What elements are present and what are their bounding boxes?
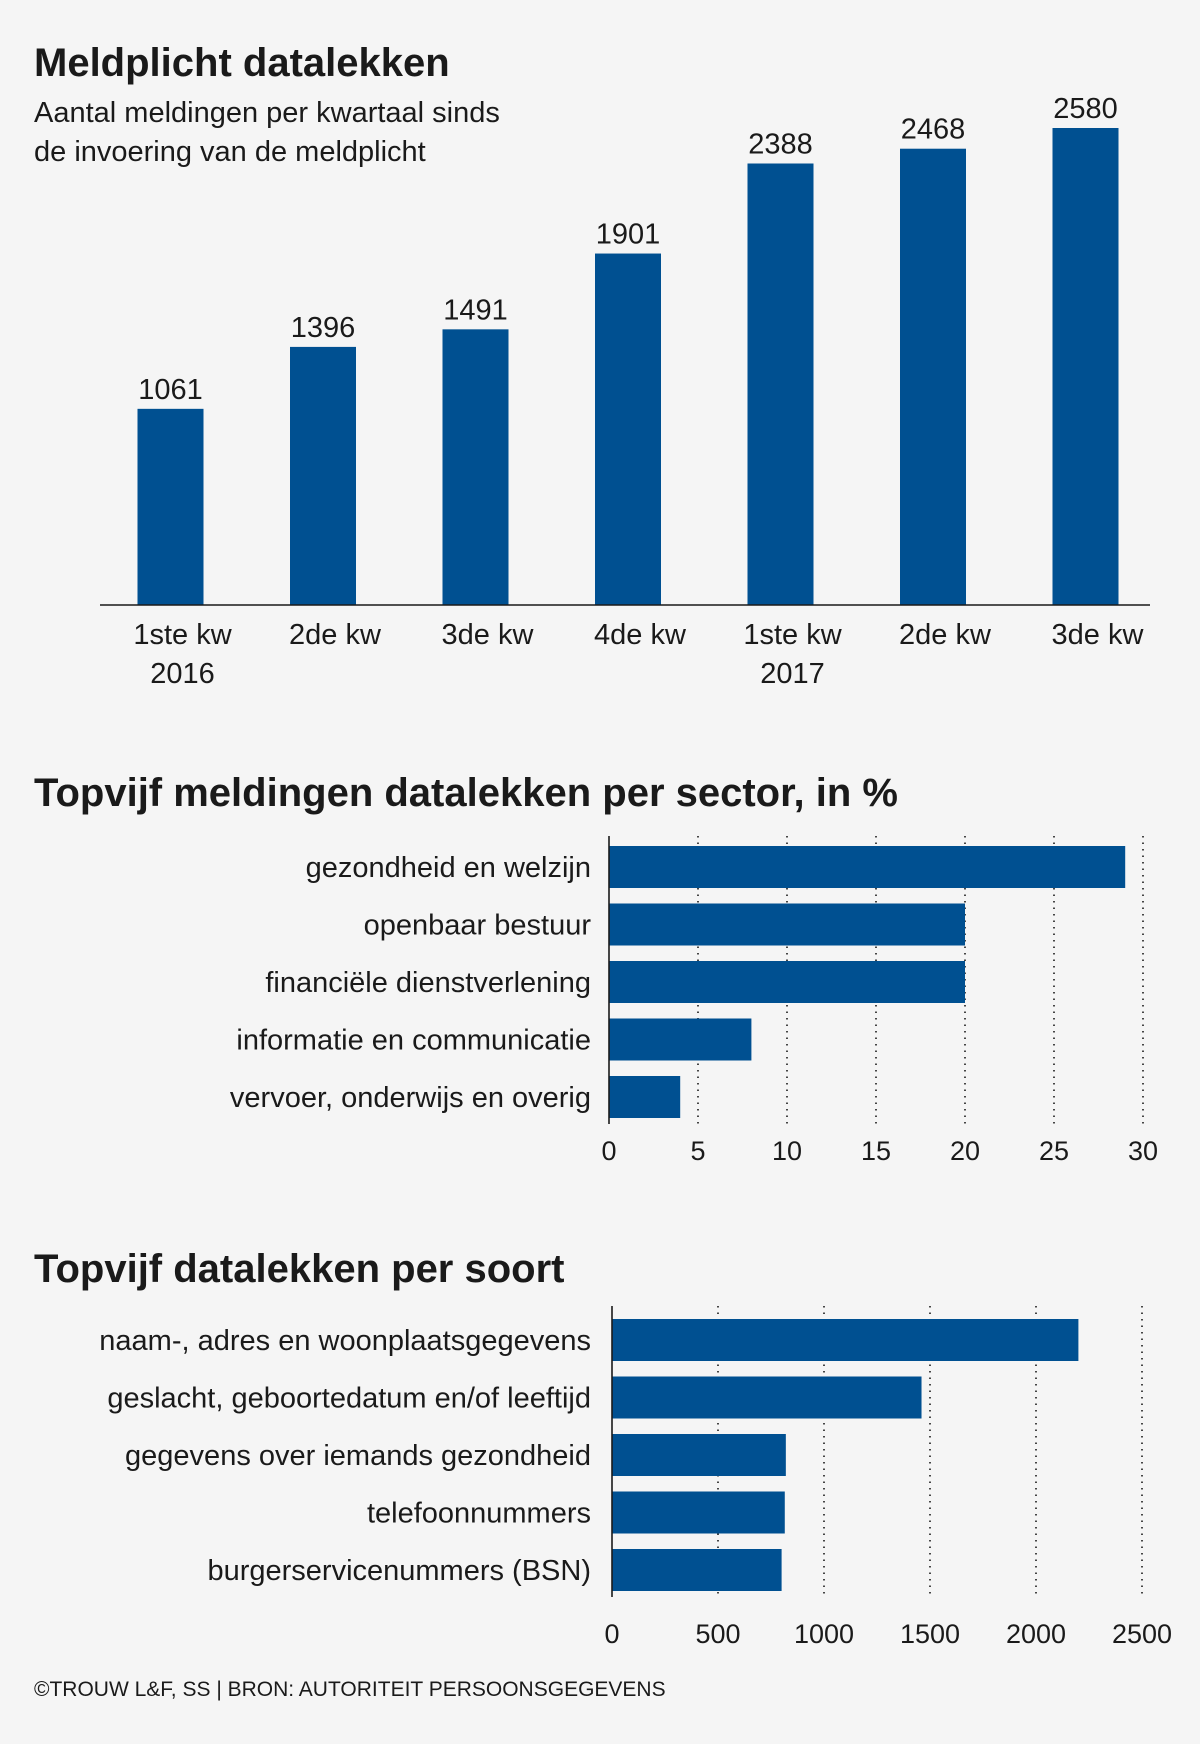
quarter-category-label: 2017 bbox=[760, 658, 825, 690]
quarter-bar bbox=[900, 148, 966, 605]
x-tick-label: 5 bbox=[690, 1136, 705, 1166]
type-chart-title: Topvijf datalekken per soort bbox=[34, 1247, 565, 1291]
quarterly-chart: Meldplicht datalekken Aantal meldingen p… bbox=[34, 41, 1150, 690]
quarter-category-label: 2de kw bbox=[899, 619, 992, 651]
quarter-category-label: 3de kw bbox=[442, 619, 535, 651]
category-bar bbox=[612, 1549, 782, 1591]
category-label: naam-, adres en woonplaatsgegevens bbox=[99, 1325, 591, 1357]
quarter-bar bbox=[747, 163, 814, 605]
x-tick-label: 500 bbox=[695, 1619, 740, 1649]
x-tick-label: 2000 bbox=[1006, 1619, 1066, 1649]
quarter-bar-value-label: 1061 bbox=[138, 374, 203, 406]
x-tick-label: 1500 bbox=[900, 1619, 960, 1649]
quarter-bar bbox=[442, 329, 509, 605]
sector-chart: Topvijf meldingen datalekken per sector,… bbox=[34, 771, 1158, 1166]
category-label: gezondheid en welzijn bbox=[306, 852, 591, 884]
category-label: burgerservicenummers (BSN) bbox=[207, 1555, 591, 1587]
category-label: informatie en communicatie bbox=[236, 1025, 591, 1057]
category-bar bbox=[609, 1018, 752, 1061]
category-bar bbox=[609, 846, 1126, 888]
footer-credit: ©TROUW L&F, SS | BRON: AUTORITEIT PERSOO… bbox=[34, 1678, 666, 1701]
x-tick-label: 1000 bbox=[794, 1619, 854, 1649]
x-tick-label: 30 bbox=[1128, 1136, 1158, 1166]
category-label: telefoonnummers bbox=[367, 1498, 591, 1530]
x-tick-label: 2500 bbox=[1112, 1619, 1172, 1649]
category-bar bbox=[609, 903, 965, 946]
quarter-category-label: 1ste kw bbox=[743, 619, 842, 651]
category-bar bbox=[609, 1076, 681, 1118]
category-label: financiële dienstverlening bbox=[265, 967, 591, 999]
quarter-bar bbox=[595, 253, 661, 605]
type-chart: Topvijf datalekken per soort 0 500 1000 150… bbox=[34, 1247, 1172, 1649]
quarter-category-label: 2de kw bbox=[289, 619, 382, 651]
category-bar bbox=[612, 1376, 922, 1419]
category-bar bbox=[612, 1319, 1079, 1361]
quarterly-chart-subtitle-line-1: Aantal meldingen per kwartaal sinds bbox=[34, 97, 500, 129]
category-bar bbox=[612, 1491, 785, 1534]
category-bar bbox=[612, 1434, 786, 1476]
quarter-bar-value-label: 2580 bbox=[1053, 93, 1118, 125]
quarter-bar-value-label: 1901 bbox=[596, 219, 661, 251]
x-tick-label: 0 bbox=[601, 1136, 616, 1166]
x-tick-label: 20 bbox=[950, 1136, 980, 1166]
sector-chart-title: Topvijf meldingen datalekken per sector,… bbox=[34, 771, 898, 815]
x-tick-label: 15 bbox=[861, 1136, 891, 1166]
quarter-bar bbox=[1052, 128, 1119, 605]
quarter-bar-value-label: 2468 bbox=[901, 114, 966, 146]
quarter-category-label: 2016 bbox=[150, 658, 215, 690]
quarter-bar-value-label: 1396 bbox=[291, 312, 356, 344]
quarter-category-label: 1ste kw bbox=[133, 619, 232, 651]
quarter-category-label: 4de kw bbox=[594, 619, 687, 651]
quarter-bar-value-label: 1491 bbox=[443, 294, 508, 326]
category-label: geslacht, geboortedatum en/of leeftijd bbox=[107, 1383, 591, 1415]
category-label: vervoer, onderwijs en overig bbox=[230, 1082, 591, 1114]
quarterly-chart-title: Meldplicht datalekken bbox=[34, 41, 450, 85]
quarterly-chart-subtitle-line-2: de invoering van de meldplicht bbox=[34, 136, 426, 168]
quarter-bar bbox=[290, 346, 356, 605]
category-label: openbaar bestuur bbox=[364, 910, 592, 942]
quarter-bar bbox=[137, 408, 204, 605]
x-tick-label: 10 bbox=[772, 1136, 802, 1166]
x-tick-label: 25 bbox=[1039, 1136, 1069, 1166]
quarter-bar-value-label: 2388 bbox=[748, 128, 813, 160]
x-tick-label: 0 bbox=[604, 1619, 619, 1649]
quarter-category-label: 3de kw bbox=[1052, 619, 1145, 651]
category-bar bbox=[609, 961, 965, 1003]
category-label: gegevens over iemands gezondheid bbox=[125, 1440, 591, 1472]
